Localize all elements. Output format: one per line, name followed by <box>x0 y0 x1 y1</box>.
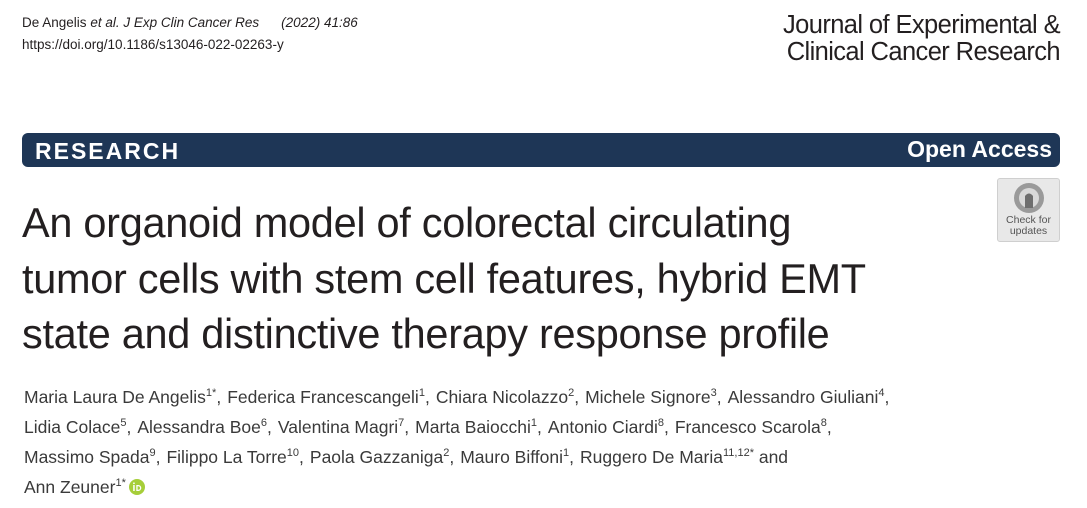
author-name: Maria Laura De Angelis <box>24 387 206 407</box>
author-line: Maria Laura De Angelis1*, Federica France… <box>24 382 895 412</box>
separator: , <box>216 387 222 407</box>
affiliation: 7 <box>398 417 405 429</box>
affiliation: 2 <box>443 447 450 459</box>
author-line: Massimo Spada9, Filippo La Torre10, Paola … <box>24 442 895 472</box>
separator: , <box>404 417 410 437</box>
orcid-glyph <box>132 482 135 485</box>
author-name: Alessandra Boe <box>137 417 261 437</box>
separator: , <box>537 417 542 437</box>
author-name: Michele Signore <box>585 387 711 407</box>
author-name: Antonio Ciardi <box>547 417 658 437</box>
author-name: Chiara Nicolazzo <box>435 387 569 407</box>
author-name: Paola Gazzaniga <box>309 447 444 467</box>
citation: De Angelis et al. J Exp Clin Cancer Res (… <box>22 12 358 56</box>
author-line: Ann Zeuner1* <box>24 472 895 502</box>
affiliation: 6 <box>260 417 267 429</box>
journal-line: Clinical Cancer Research <box>786 38 1061 66</box>
author-name: Valentina Magri <box>277 417 399 437</box>
author-name: Massimo Spada <box>24 447 150 467</box>
affiliation: 8 <box>657 417 664 429</box>
author-name: Ann Zeuner <box>24 477 116 497</box>
separator: , <box>449 447 455 467</box>
affiliation: 4 <box>878 387 885 399</box>
separator: , <box>424 387 430 407</box>
cite-authors: De Angelis <box>22 15 87 30</box>
affiliation: 11,12* <box>722 447 754 459</box>
badge-icon <box>1013 183 1044 213</box>
separator: , <box>267 417 272 437</box>
affiliation: 1 <box>418 387 425 399</box>
affiliation: 9 <box>149 447 156 459</box>
author-name: Alessandro Giuliani <box>727 387 879 407</box>
title-line: state and distinctive therapy response p… <box>22 310 830 357</box>
journal-line: Journal of Experimental & <box>783 11 1061 39</box>
separator: , <box>569 447 574 467</box>
orcid-glyph <box>133 485 135 491</box>
author-name: Francesco Scarola <box>674 417 821 437</box>
author-name: Marta Baiocchi <box>415 417 531 437</box>
separator: , <box>716 387 722 407</box>
affiliation: 2 <box>568 387 575 399</box>
orcid-glyph <box>136 485 142 491</box>
separator: , <box>155 447 161 467</box>
title-line: An organoid model of colorectal circulat… <box>22 199 792 246</box>
badge-text: Check for <box>1006 214 1051 226</box>
cite-etal: et al. <box>90 15 120 30</box>
citation-line: De Angelis et al. J Exp Clin Cancer Res (… <box>22 12 358 34</box>
author-name: Mauro Biffoni <box>460 447 563 467</box>
orcid-icon[interactable] <box>128 479 145 495</box>
author-line: Lidia Colace5, Alessandra Boe6, Valentina … <box>24 412 895 442</box>
affiliation: 3 <box>710 387 717 399</box>
section-banner: RESEARCH Open Access <box>22 133 1060 167</box>
cite-journal: J Exp Clin Cancer Res <box>123 15 260 30</box>
affiliation: 1* <box>205 387 217 399</box>
cite-year: (2022) 41:86 <box>281 15 358 30</box>
affiliation: 10 <box>286 447 300 459</box>
article-title: An organoid model of colorectal circulat… <box>22 195 866 362</box>
check-updates-badge[interactable]: Check for updates <box>997 178 1060 242</box>
author-name: Lidia Colace <box>24 417 121 437</box>
title-line: tumor cells with stem cell features, hyb… <box>22 254 866 302</box>
affiliation: 1 <box>563 447 570 459</box>
affiliation: 1 <box>530 417 538 429</box>
affiliation: 5 <box>120 417 127 429</box>
separator: and <box>753 447 789 467</box>
affiliation: 1* <box>115 477 126 489</box>
separator: , <box>126 417 132 437</box>
author-name: Federica Francescangeli <box>227 387 419 407</box>
doi-link[interactable]: https://doi.org/10.1186/s13046-022-02263… <box>22 37 284 52</box>
separator: , <box>884 387 890 407</box>
separator: , <box>574 387 580 407</box>
section-label: RESEARCH <box>35 138 181 164</box>
author-list: Maria Laura De Angelis1*, Federica France… <box>24 382 895 502</box>
separator: , <box>826 417 832 437</box>
separator: , <box>299 447 304 467</box>
separator: , <box>663 417 669 437</box>
author-name: Ruggero De Maria <box>580 447 723 467</box>
icon-bookmark <box>1024 193 1033 208</box>
affiliation: 8 <box>820 417 827 429</box>
badge-text: updates <box>1009 225 1048 237</box>
open-access: Open Access <box>907 136 1052 162</box>
journal-name: Journal of Experimental & Clinical Cance… <box>783 11 1061 66</box>
author-name: Filippo La Torre <box>166 447 287 467</box>
